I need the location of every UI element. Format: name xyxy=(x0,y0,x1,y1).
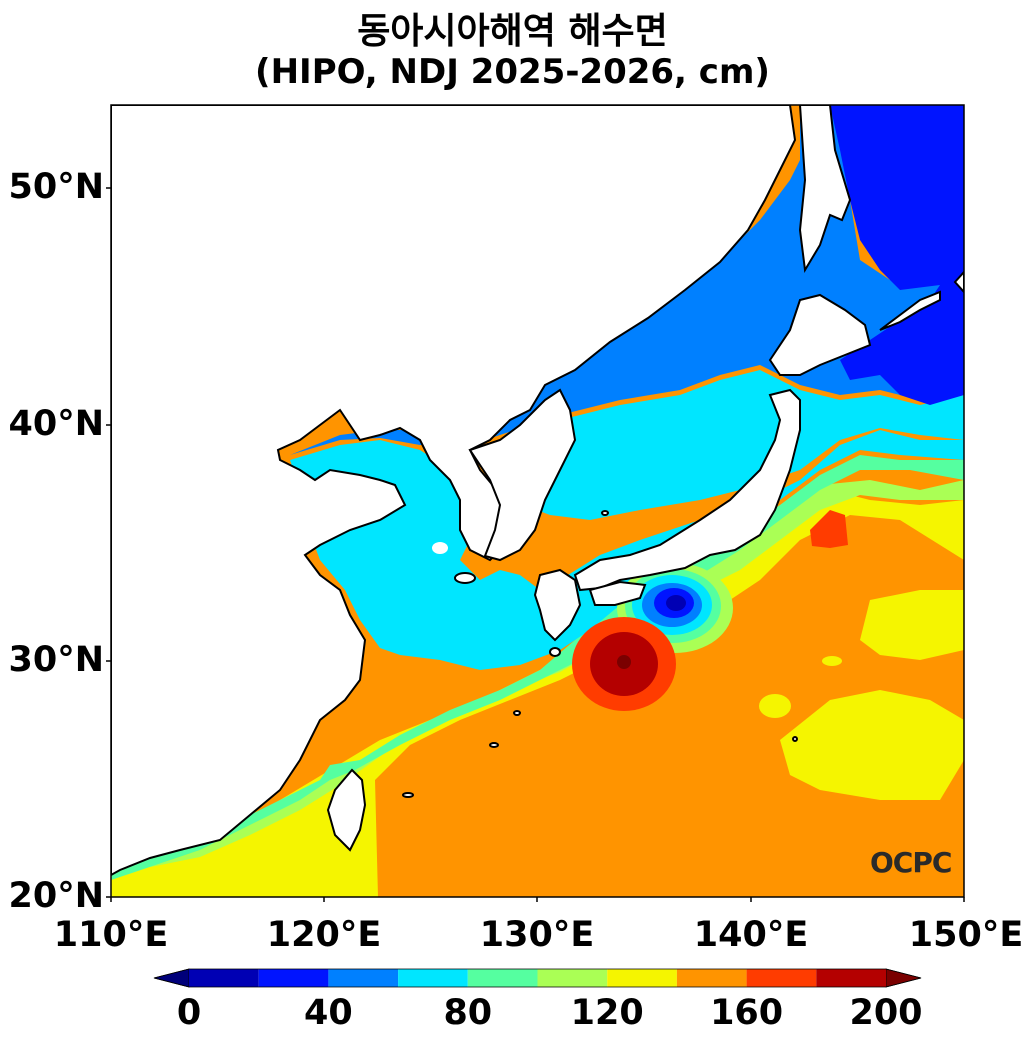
lon-label-150e: 150°E xyxy=(908,915,1024,955)
field-yellow-east xyxy=(860,590,964,660)
land-jeju xyxy=(454,572,476,584)
land-island7 xyxy=(549,647,561,657)
land-island5 xyxy=(792,736,798,742)
lat-label-40n: 40°N xyxy=(8,404,105,444)
land-island1 xyxy=(513,710,521,716)
colorbar-swatch-0 xyxy=(189,969,259,987)
colorbar-tick-label-160: 160 xyxy=(710,993,784,1033)
colorbar-tick-label-0: 0 xyxy=(176,993,202,1033)
colorbar-swatch-2 xyxy=(328,969,399,987)
field-red-patch xyxy=(810,510,848,548)
field-yellow-west xyxy=(111,490,964,897)
field-green xyxy=(111,455,964,880)
land-korea xyxy=(468,388,577,562)
land-sakhalin xyxy=(798,105,852,273)
land-kamchatka-tip xyxy=(953,270,964,294)
lat-label-50n: 50°N xyxy=(8,167,105,207)
ocpc-logo: OCPC xyxy=(870,846,952,879)
field-yellow-small1 xyxy=(759,694,791,718)
lon-label-120e: 120°E xyxy=(266,915,382,955)
colorbar-swatch-8 xyxy=(746,969,817,987)
colorbar xyxy=(153,968,922,988)
colorbar-tick-label-120: 120 xyxy=(570,993,644,1033)
land-mainland xyxy=(111,105,797,877)
field-darkblue-ne xyxy=(830,105,964,405)
lon-label-130e: 130°E xyxy=(479,915,595,955)
lat-label-20n: 20°N xyxy=(8,876,105,916)
field-eddy-cold-core xyxy=(666,595,686,611)
land-hokkaido xyxy=(768,293,872,376)
colorbar-tick-label-40: 40 xyxy=(304,993,353,1033)
field-cyan-eastsea xyxy=(500,370,964,520)
land-island2 xyxy=(489,742,499,748)
lon-label-110e: 110°E xyxy=(53,915,169,955)
colorbar-swatch-6 xyxy=(607,969,677,987)
colorbar-tick-label-200: 200 xyxy=(849,993,923,1033)
field-eddy-warm-core xyxy=(617,655,631,669)
map-title: 동아시아해역 해수면 xyxy=(357,11,668,52)
colorbar-swatch-9 xyxy=(816,969,886,987)
lon-label-140e: 140°E xyxy=(693,915,809,955)
field-yellow-small2 xyxy=(822,656,842,666)
axis-ticks xyxy=(106,187,965,902)
colorbar-under-arrow xyxy=(153,968,190,988)
colorbar-swatch-5 xyxy=(537,969,608,987)
field-yellow-southeast xyxy=(780,690,964,800)
colorbar-over-arrow xyxy=(885,968,922,988)
land-island6 xyxy=(432,542,448,554)
land-japan-kyushu xyxy=(533,568,582,642)
land-japan-shikoku xyxy=(588,580,647,606)
land-island4 xyxy=(601,510,609,516)
land-japan-honshu xyxy=(573,388,801,592)
colorbar-swatch-7 xyxy=(676,969,747,987)
colorbar-frame xyxy=(153,968,922,988)
land-kurils xyxy=(879,290,941,331)
land-island3 xyxy=(402,792,414,798)
map-subtitle: (HIPO, NDJ 2025-2026, cm) xyxy=(255,52,770,92)
colorbar-swatch-3 xyxy=(398,969,468,987)
colorbar-swatch-1 xyxy=(258,969,329,987)
colorbar-swatch-4 xyxy=(467,969,538,987)
lat-label-30n: 30°N xyxy=(8,640,105,680)
land-taiwan xyxy=(326,768,367,852)
colorbar-tick-label-80: 80 xyxy=(443,993,493,1033)
coastlines xyxy=(111,105,964,877)
